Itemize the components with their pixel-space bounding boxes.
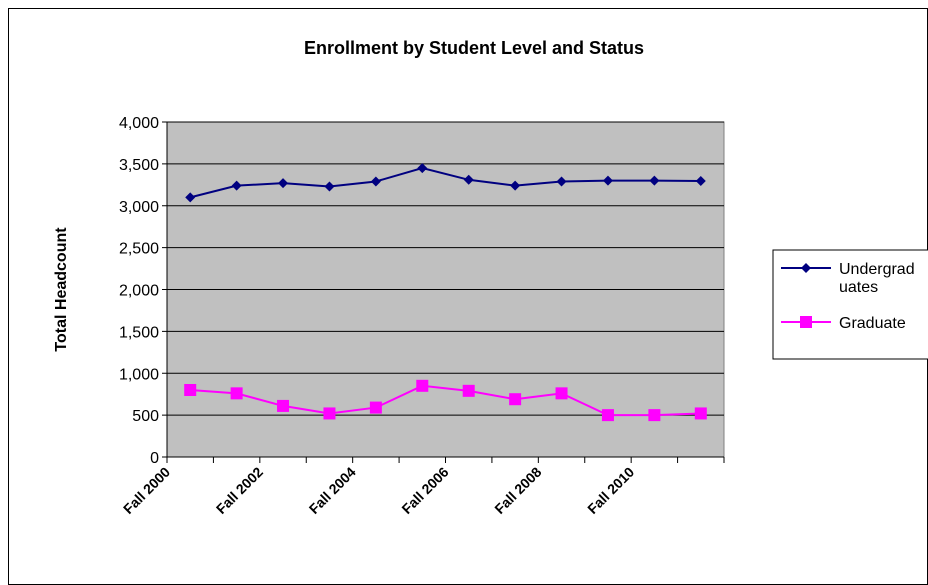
x-tick-label: Fall 2006 [398, 464, 451, 517]
legend-label: uates [839, 279, 878, 296]
diamond-marker [801, 263, 811, 273]
y-tick-label: 0 [150, 450, 159, 467]
y-tick-label: 1,000 [119, 366, 159, 383]
y-axis: 0 500 1,000 1,500 2,000 2,500 3,000 3,500 4,000 [119, 115, 168, 467]
diamond-marker [370, 176, 381, 187]
y-axis-label: Total Headcount [53, 227, 70, 352]
diamond-marker [649, 175, 660, 186]
square-marker [323, 407, 336, 420]
series-graduate [184, 379, 707, 422]
series-line [190, 384, 701, 417]
gridlines [167, 121, 724, 416]
chart-title-group: Enrollment by Student Level and Status [304, 38, 644, 58]
square-marker [369, 401, 382, 414]
series-undergraduates [185, 163, 706, 203]
square-marker [416, 379, 429, 392]
diamond-marker [231, 180, 242, 191]
diamond-marker [417, 163, 428, 174]
legend-item-graduate: Graduate [781, 315, 906, 332]
x-tick-label: Fall 2004 [306, 464, 359, 517]
square-marker [601, 409, 614, 422]
square-marker [509, 393, 522, 406]
y-tick-label: 3,500 [119, 157, 159, 174]
x-tick-label: Fall 2008 [491, 464, 544, 517]
y-tick-label: 2,500 [119, 241, 159, 258]
square-marker [184, 384, 197, 396]
x-tick-label: Fall 2000 [120, 464, 173, 517]
y-tick-label: 500 [132, 408, 159, 425]
square-marker [230, 387, 243, 400]
square-marker [800, 316, 812, 328]
diamond-marker [278, 178, 289, 189]
square-marker [555, 387, 568, 400]
diamond-marker [185, 192, 196, 203]
square-marker [694, 407, 707, 420]
diamond-marker [556, 176, 567, 187]
square-marker [277, 399, 290, 412]
y-tick-label: 3,000 [119, 199, 159, 216]
y-tick-label: 1,500 [119, 324, 159, 341]
y-tick-label: 2,000 [119, 283, 159, 300]
diamond-marker [463, 174, 474, 185]
diamond-marker [510, 180, 521, 191]
y-tick-label: 4,000 [119, 115, 159, 132]
series-layer [184, 163, 707, 422]
diamond-marker [602, 175, 613, 186]
legend-label: Undergrad [839, 261, 915, 278]
diamond-marker [324, 181, 335, 192]
x-tick-label: Fall 2010 [584, 464, 637, 517]
chart-title: Enrollment by Student Level and Status [304, 38, 644, 58]
x-axis: Fall 2000 Fall 2002 Fall 2004 Fall 2006 Fall… [120, 456, 725, 517]
x-tick-label: Fall 2002 [213, 464, 266, 517]
legend-label: Graduate [839, 315, 906, 332]
square-marker [648, 409, 661, 422]
series-line [189, 167, 701, 199]
square-marker [462, 384, 475, 397]
diamond-marker [695, 176, 706, 187]
